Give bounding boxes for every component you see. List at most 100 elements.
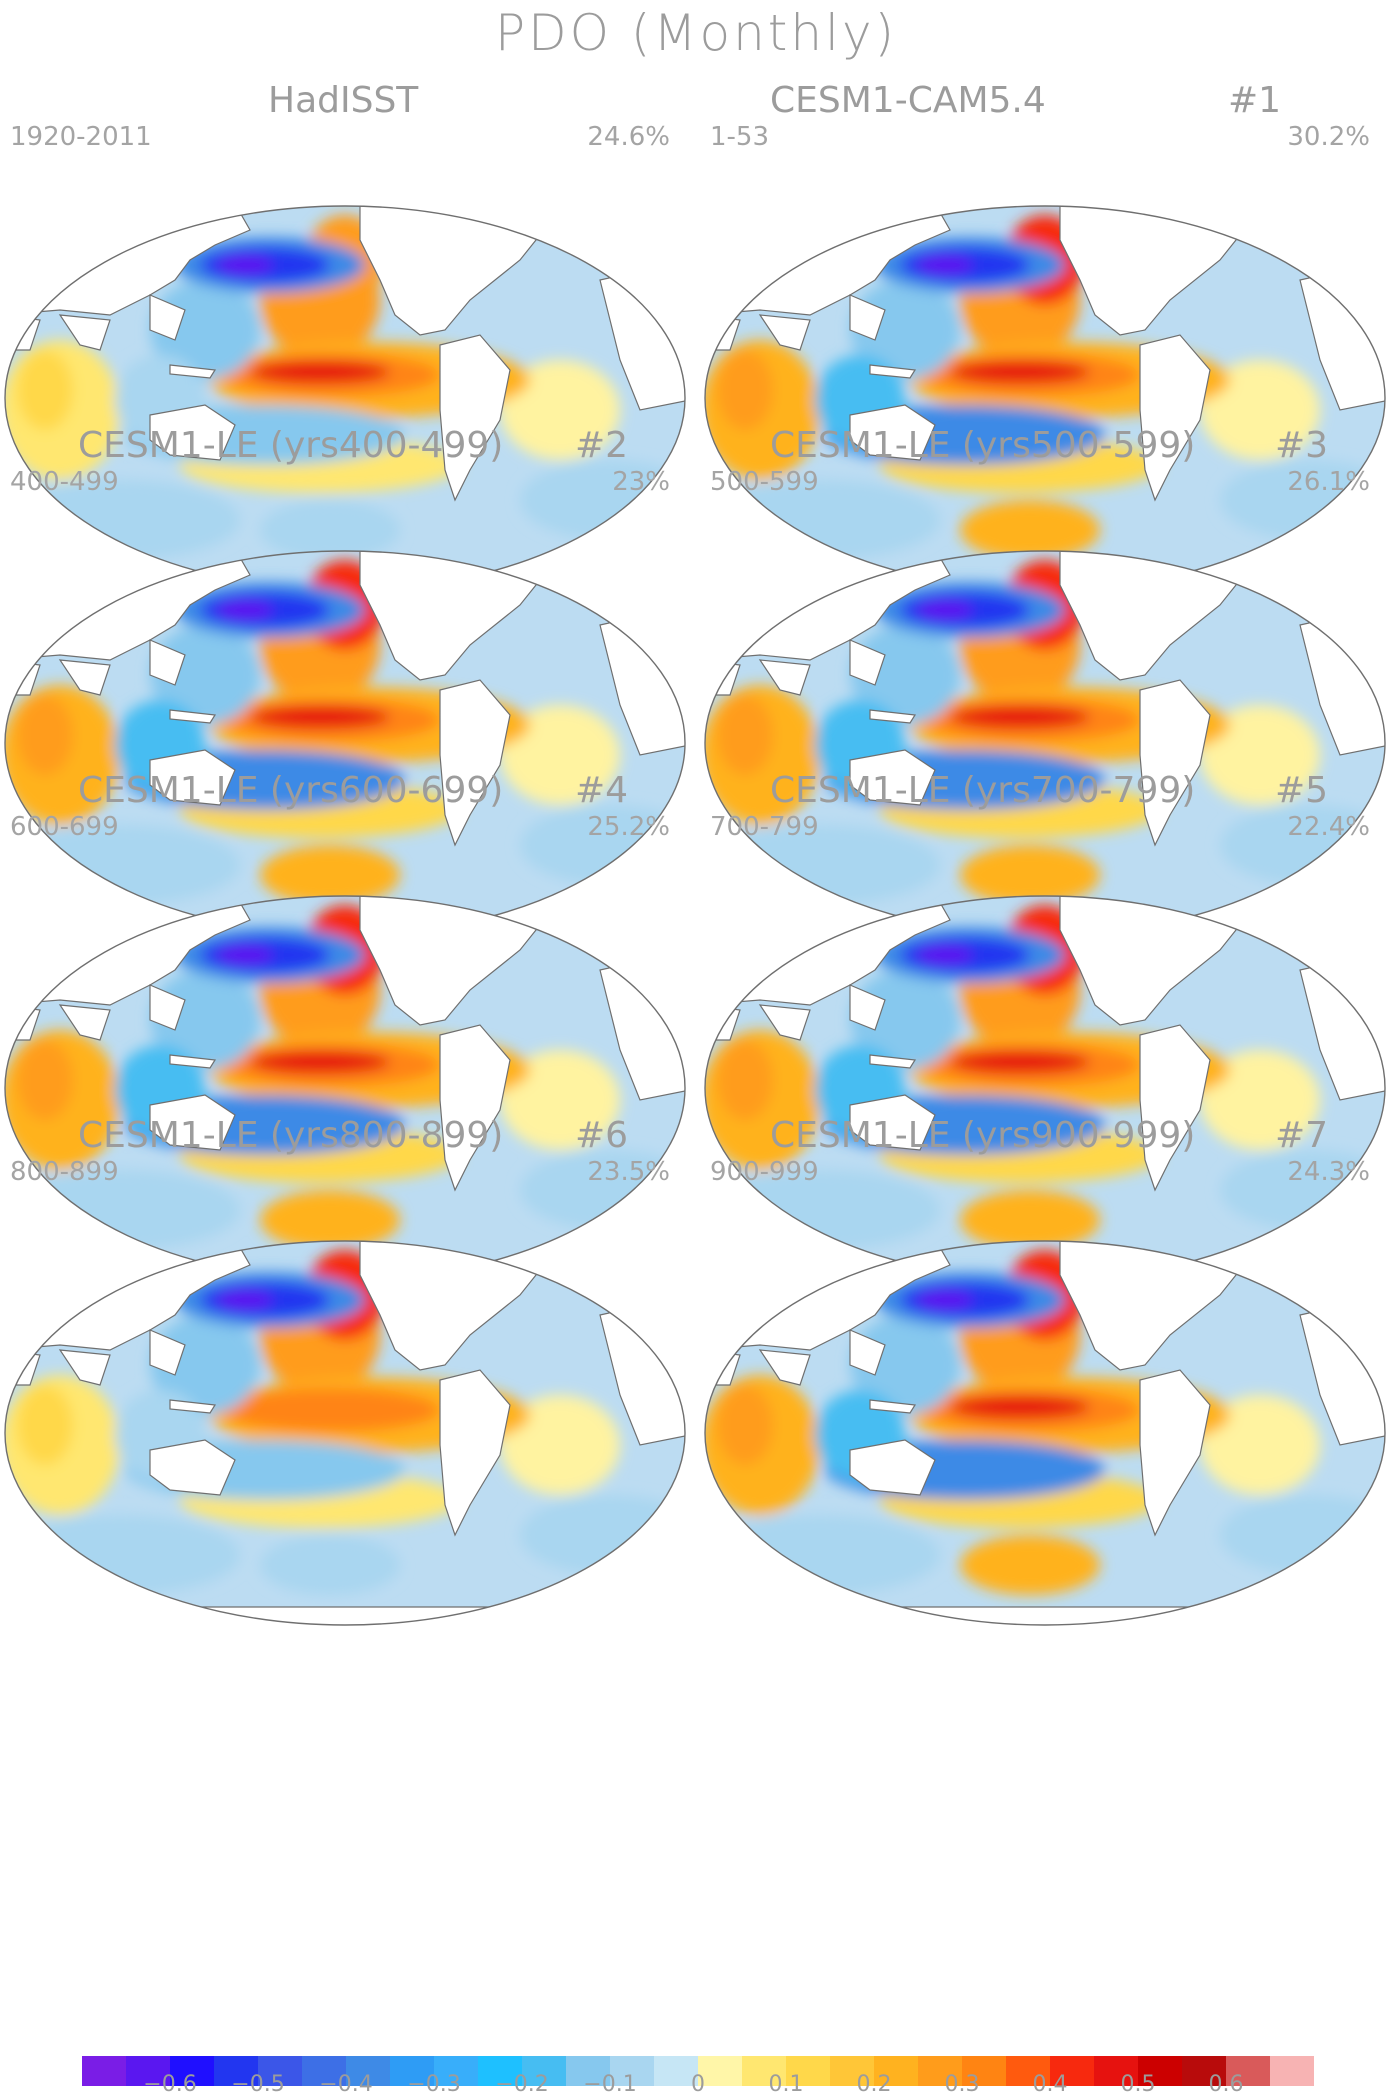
sst-anomaly-region <box>150 280 260 380</box>
sst-anomaly-region <box>850 625 960 725</box>
land-mass <box>149 1439 236 1496</box>
sst-anomaly-region <box>150 625 260 725</box>
sst-anomaly-region <box>17 350 73 430</box>
sst-anomaly-region <box>705 1515 940 1595</box>
land-mass <box>849 1094 936 1151</box>
land-mass <box>149 749 236 806</box>
colorbar-swatch <box>742 2056 787 2086</box>
globe-outline <box>704 1240 1386 1626</box>
colorbar-swatch <box>1006 2056 1051 2086</box>
panel-variance-percent: 24.3% <box>1287 1157 1370 1187</box>
world-map <box>704 895 1386 1281</box>
land-mass <box>849 639 886 686</box>
map-panel: CESM1-LE (yrs600-699) #4 600-699 25.2% <box>0 770 690 1290</box>
colorbar-swatch <box>1270 2056 1314 2086</box>
sst-anomaly-region <box>960 845 1100 905</box>
panel-number: #4 <box>575 770 629 811</box>
land-mass <box>149 404 236 461</box>
sst-anomaly-region <box>260 500 400 560</box>
panel-title: CESM1-LE (yrs800-899) <box>78 1115 504 1156</box>
sst-anomaly-region <box>850 1315 960 1415</box>
land-mass <box>1209 896 1261 921</box>
panel-number: #3 <box>1275 425 1329 466</box>
land-mass <box>1209 551 1261 576</box>
colorbar-swatch <box>126 2056 171 2086</box>
sst-anomaly-region <box>960 500 1100 560</box>
land-mass <box>149 294 186 341</box>
sst-anomaly-region <box>250 1050 390 1074</box>
land-mass <box>1298 206 1385 261</box>
colorbar-swatch <box>434 2056 479 2086</box>
colorbar-swatch <box>478 2056 523 2086</box>
world-map <box>4 1240 686 1626</box>
land-mass <box>849 404 936 461</box>
land-mass <box>758 314 811 351</box>
colorbar-swatch <box>1050 2056 1095 2086</box>
colorbar-tick-label: 0.2 <box>856 2072 892 2097</box>
land-mass <box>598 206 685 261</box>
land-mass <box>705 1606 1385 1625</box>
colorbar-tick-labels: −0.6 −0.5 −0.4 −0.3 −0.2 −0.1 0 0.1 0.2 0.3 0.4 0.5… <box>0 2072 1392 2097</box>
land-mass <box>5 1606 685 1625</box>
sst-anomaly-region <box>1200 360 1320 460</box>
colorbar-swatch <box>1226 2056 1271 2086</box>
colorbar-tick-label: −0.4 <box>319 2072 373 2097</box>
land-mass <box>869 1054 917 1069</box>
sst-anomaly-region <box>717 1385 773 1465</box>
colorbar-tick-label: 0.4 <box>1032 2072 1068 2097</box>
land-mass <box>439 679 511 847</box>
land-mass <box>1209 1241 1261 1266</box>
colorbar-swatch <box>82 2056 127 2086</box>
panel-title: CESM1-LE (yrs600-699) <box>78 770 504 811</box>
panel-variance-percent: 23.5% <box>587 1157 670 1187</box>
land-mass <box>58 1004 111 1041</box>
land-mass <box>1139 1024 1211 1192</box>
panel-variance-percent: 23% <box>612 467 670 497</box>
colorbar-swatch <box>610 2056 655 2086</box>
sst-anomaly-region <box>217 944 273 966</box>
sst-anomaly-region <box>950 705 1090 729</box>
land-mass <box>758 659 811 696</box>
world-map <box>4 205 686 591</box>
sst-anomaly-region <box>260 1535 400 1595</box>
colorbar-swatch <box>962 2056 1007 2086</box>
world-map <box>704 205 1386 591</box>
colorbar-tick-label: −0.5 <box>231 2072 285 2097</box>
sst-anomaly-region <box>917 944 973 966</box>
sst-anomaly-region <box>500 1395 620 1495</box>
sst-anomaly-region <box>717 695 773 775</box>
land-mass <box>598 551 685 606</box>
land-mass <box>149 1329 186 1376</box>
sst-anomaly-region <box>917 1289 973 1311</box>
sst-anomaly-region <box>1200 705 1320 805</box>
map-panel: CESM1-LE (yrs500-599) #3 500-599 26.1% <box>700 425 1390 945</box>
land-mass <box>439 1369 511 1537</box>
map-panel: CESM1-LE (yrs700-799) #5 700-799 22.4% <box>700 770 1390 1290</box>
sst-anomaly-region <box>717 350 773 430</box>
land-mass <box>849 749 936 806</box>
colorbar-tick-label: 0.5 <box>1120 2072 1156 2097</box>
land-mass <box>169 364 217 379</box>
sst-anomaly-region <box>960 1190 1100 1250</box>
panel-years: 1920-2011 <box>10 122 152 152</box>
sst-anomaly-region <box>217 254 273 276</box>
land-mass <box>1139 679 1211 847</box>
colorbar-swatch <box>786 2056 831 2086</box>
sst-anomaly-region <box>960 1535 1100 1595</box>
land-mass <box>1298 896 1385 951</box>
sst-anomaly-region <box>250 360 390 384</box>
sst-anomaly-region <box>17 1385 73 1465</box>
colorbar-swatch <box>566 2056 611 2086</box>
sst-anomaly-region <box>17 1040 73 1120</box>
land-mass <box>1298 551 1385 606</box>
sst-anomaly-region <box>1200 1395 1320 1495</box>
panel-variance-percent: 30.2% <box>1287 122 1370 152</box>
land-mass <box>149 639 186 686</box>
colorbar-swatch <box>1182 2056 1227 2086</box>
land-mass <box>849 984 886 1031</box>
colorbar-tick-label: −0.1 <box>583 2072 637 2097</box>
sst-anomaly-region <box>950 1050 1090 1074</box>
colorbar-swatch <box>1094 2056 1139 2086</box>
land-mass <box>869 364 917 379</box>
sst-anomaly-region <box>850 280 960 380</box>
